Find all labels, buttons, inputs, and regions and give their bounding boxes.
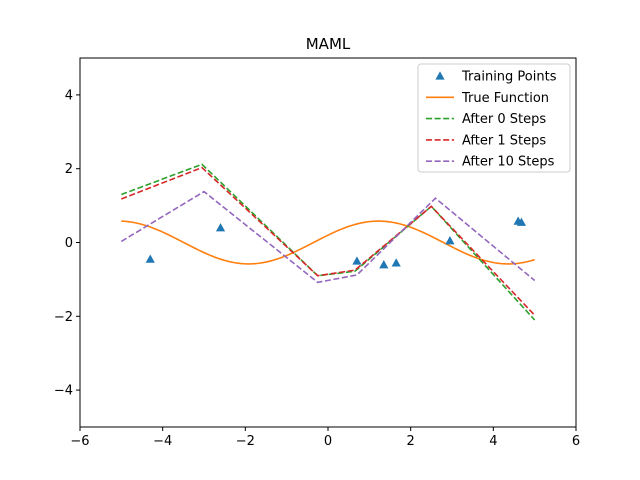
training-point: [391, 258, 401, 267]
series-line-after-10-steps: [120, 190, 536, 284]
training-point: [352, 256, 362, 265]
legend-box: [417, 63, 571, 173]
y-tick-label: 0: [65, 236, 73, 251]
training-point: [215, 223, 226, 232]
training-point: [145, 254, 155, 263]
legend-label: True Function: [461, 91, 549, 106]
true-function-line: [121, 220, 535, 265]
y-tick-label: −2: [54, 310, 73, 325]
legend-label: After 10 Steps: [462, 155, 555, 170]
x-tick-label: −6: [70, 434, 89, 449]
chart-title: MAML: [306, 35, 351, 53]
y-tick-label: −4: [54, 384, 73, 399]
x-tick-label: −2: [236, 434, 255, 449]
x-tick-label: 0: [324, 434, 332, 449]
y-tick-label: 2: [65, 162, 73, 177]
legend-training-points-marker: [435, 71, 445, 80]
legend-label: Training Points: [461, 70, 557, 85]
x-tick-label: 6: [572, 434, 580, 449]
training-point: [516, 217, 527, 226]
x-tick-label: −4: [153, 434, 172, 449]
training-point: [445, 236, 455, 245]
training-point: [379, 260, 389, 269]
y-tick-label: 4: [65, 88, 73, 103]
series-line-after-1-steps: [121, 166, 536, 316]
legend-label: After 1 Steps: [462, 133, 546, 148]
x-tick-label: 2: [407, 434, 415, 449]
x-tick-label: 4: [489, 434, 497, 449]
legend: Training Points True Function After 0 Step…: [417, 63, 571, 173]
legend-label: After 0 Steps: [462, 112, 546, 127]
plot-axes: MAML −6 −4 −2 0 2 4 6 −4 −2 0 2 4 Training Points True…: [54, 35, 580, 449]
